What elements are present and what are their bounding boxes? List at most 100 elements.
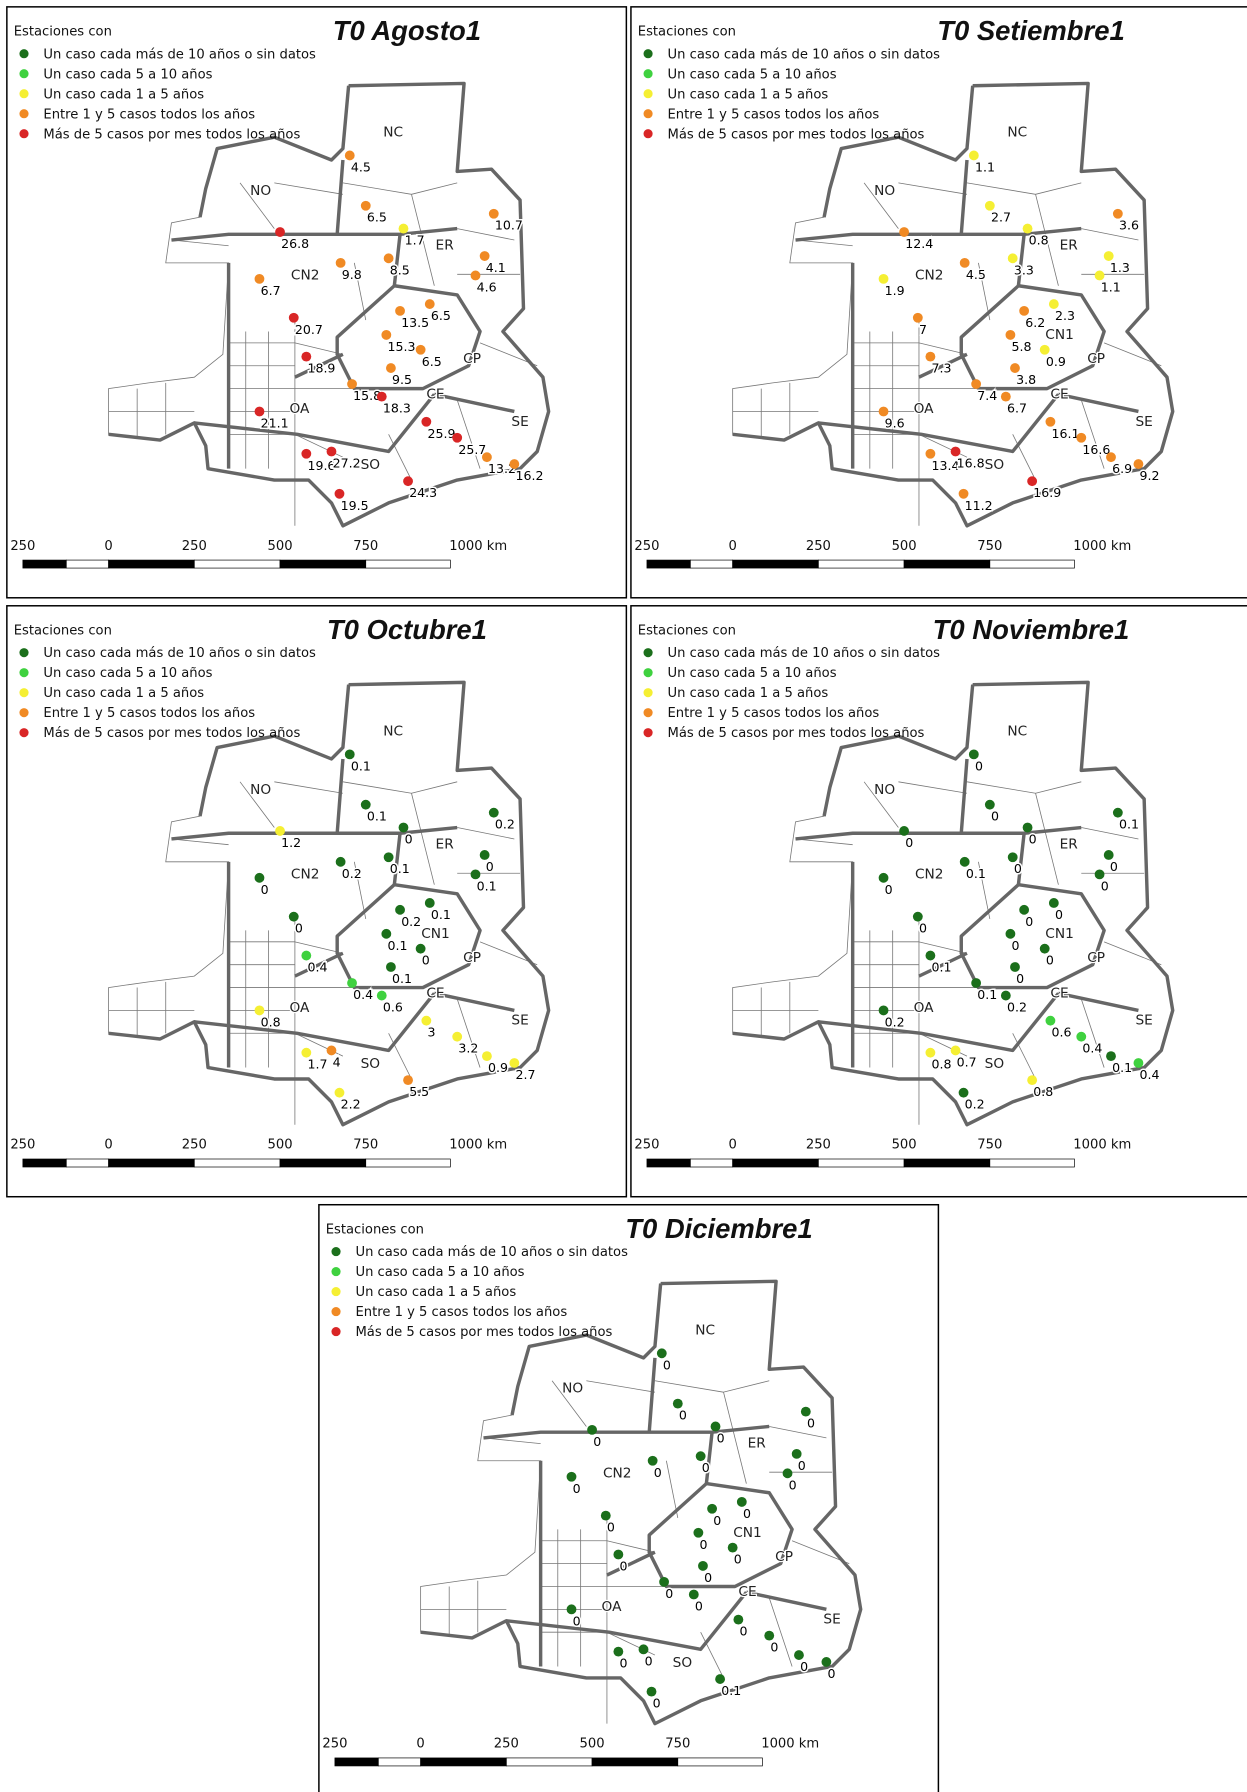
station-label: 0 bbox=[1025, 914, 1033, 929]
scale-label: 250 bbox=[806, 1138, 831, 1153]
station-label: 16.8 bbox=[957, 455, 985, 470]
station-label: 9.5 bbox=[392, 372, 412, 387]
scale-bar-segment bbox=[678, 1758, 763, 1766]
region-label: NO bbox=[874, 183, 895, 199]
legend-label: Un caso cada más de 10 años o sin datos bbox=[43, 646, 316, 661]
region-label: NC bbox=[1007, 724, 1027, 740]
station-label: 0.1 bbox=[387, 938, 407, 953]
station-label: 0 bbox=[885, 882, 893, 897]
station-label: 20.7 bbox=[295, 322, 323, 337]
panel-title: T0 Noviembre1 bbox=[933, 614, 1130, 645]
region-label: NC bbox=[383, 724, 403, 740]
station-label: 6.9 bbox=[1112, 461, 1132, 476]
region-label: ER bbox=[1060, 238, 1079, 254]
scale-bar-segment bbox=[818, 560, 904, 568]
station-label: 13.5 bbox=[401, 315, 429, 330]
station-label: 0.6 bbox=[383, 1000, 403, 1015]
station-label: 7.4 bbox=[977, 388, 997, 403]
legend-label: Un caso cada 5 a 10 años bbox=[43, 67, 212, 82]
legend-title: Estaciones con bbox=[638, 24, 736, 39]
legend-label: Un caso cada 5 a 10 años bbox=[668, 666, 837, 681]
station-label: 0.1 bbox=[351, 758, 371, 773]
station-label: 6.2 bbox=[1025, 315, 1045, 330]
station-label: 0 bbox=[1014, 861, 1022, 876]
region-label: NC bbox=[695, 1322, 715, 1338]
station-label: 2.3 bbox=[1055, 308, 1075, 323]
legend-label: Más de 5 casos por mes todos los años bbox=[355, 1325, 612, 1340]
station-label: 19.6 bbox=[307, 458, 335, 473]
legend-swatch bbox=[644, 129, 653, 138]
legend-label: Un caso cada más de 10 años o sin datos bbox=[355, 1245, 628, 1260]
legend-label: Entre 1 y 5 casos todos los años bbox=[43, 706, 255, 721]
scale-bar-segment bbox=[990, 1159, 1075, 1167]
figure: NCNOERCN2CPCESEOASOT0 Agosto1Estaciones … bbox=[0, 0, 1247, 1792]
station-label: 26.8 bbox=[281, 236, 309, 251]
station-label: 0.6 bbox=[1052, 1025, 1072, 1040]
scale-label: 0 bbox=[728, 1138, 736, 1153]
region-label: CN1 bbox=[1045, 327, 1074, 343]
station-label: 0 bbox=[261, 882, 269, 897]
scale-label: 750 bbox=[353, 1138, 378, 1153]
station-label: 0 bbox=[607, 1520, 615, 1535]
scale-bar-segment bbox=[194, 560, 280, 568]
region-label: NO bbox=[562, 1381, 583, 1397]
station-label: 3.2 bbox=[458, 1041, 478, 1056]
legend-swatch bbox=[331, 1247, 340, 1256]
station-label: 12.4 bbox=[905, 236, 933, 251]
station-label: 1.3 bbox=[1110, 260, 1130, 275]
legend-label: Entre 1 y 5 casos todos los años bbox=[668, 107, 880, 122]
station-label: 0 bbox=[405, 832, 413, 847]
station-label: 1.7 bbox=[405, 233, 425, 248]
legend-label: Más de 5 casos por mes todos los años bbox=[43, 127, 300, 142]
region-label: OA bbox=[602, 1599, 623, 1615]
station-label: 15.3 bbox=[387, 339, 415, 354]
station-label: 4.5 bbox=[351, 159, 371, 174]
legend-swatch bbox=[331, 1287, 340, 1296]
station-label: 2.7 bbox=[515, 1067, 535, 1082]
region-label: CN2 bbox=[915, 267, 944, 283]
scale-bar-segment bbox=[690, 560, 732, 568]
scale-label: 250 bbox=[182, 539, 207, 554]
region-label: CP bbox=[1087, 950, 1105, 966]
station-label: 0 bbox=[828, 1666, 836, 1681]
scale-label: 1000 km bbox=[1073, 1138, 1131, 1153]
station-label: 7.3 bbox=[932, 361, 952, 376]
scale-bar-segment bbox=[647, 1159, 690, 1167]
station-label: 0 bbox=[717, 1430, 725, 1445]
scale-bar-segment bbox=[818, 1159, 904, 1167]
region-label: SO bbox=[361, 457, 381, 473]
station-label: 0 bbox=[975, 758, 983, 773]
legend-label: Un caso cada más de 10 años o sin datos bbox=[43, 47, 316, 62]
region-label: NO bbox=[874, 782, 895, 798]
station-label: 1.9 bbox=[885, 283, 905, 298]
scale-label: 1000 km bbox=[449, 1138, 507, 1153]
legend-swatch bbox=[644, 708, 653, 717]
region-label: CN1 bbox=[733, 1525, 762, 1541]
page: {"panels": [ {"title": "T0 Agosto1", "le… bbox=[0, 0, 1247, 1792]
station-label: 0 bbox=[713, 1513, 721, 1528]
scale-bar-segment bbox=[23, 1159, 66, 1167]
scale-label: 500 bbox=[268, 1138, 293, 1153]
region-label: CE bbox=[426, 985, 444, 1001]
scale-bar-segment bbox=[592, 1758, 678, 1766]
region-label: CP bbox=[463, 950, 481, 966]
station-label: 0.4 bbox=[1140, 1067, 1160, 1082]
station-label: 0 bbox=[422, 953, 430, 968]
scale-label: 750 bbox=[665, 1737, 690, 1752]
station-label: 0 bbox=[695, 1598, 703, 1613]
scale-label: 250 bbox=[634, 539, 659, 554]
station-label: 4.6 bbox=[477, 279, 497, 294]
station-label: 16.9 bbox=[1033, 485, 1061, 500]
legend-swatch bbox=[19, 69, 28, 78]
station-label: 0 bbox=[740, 1624, 748, 1639]
scale-label: 750 bbox=[353, 539, 378, 554]
scale-label: 0 bbox=[104, 1138, 112, 1153]
legend-label: Más de 5 casos por mes todos los años bbox=[668, 726, 925, 741]
station-label: 0 bbox=[1055, 907, 1063, 922]
station-label: 4.1 bbox=[486, 260, 506, 275]
station-label: 0.1 bbox=[477, 878, 497, 893]
station-label: 0 bbox=[1012, 938, 1020, 953]
station-label: 0.1 bbox=[390, 861, 410, 876]
region-label: ER bbox=[748, 1436, 767, 1452]
scale-label: 250 bbox=[634, 1138, 659, 1153]
